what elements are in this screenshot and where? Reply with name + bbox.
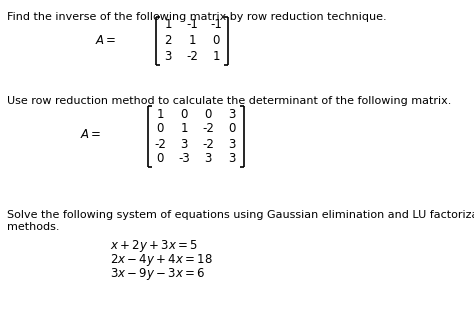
- Text: -2: -2: [202, 137, 214, 151]
- Text: 1: 1: [212, 51, 220, 64]
- Text: 0: 0: [204, 108, 212, 121]
- Text: 3: 3: [228, 137, 236, 151]
- Text: 3: 3: [164, 51, 172, 64]
- Text: $x + 2y + 3x = 5$: $x + 2y + 3x = 5$: [110, 238, 198, 254]
- Text: 1: 1: [180, 122, 188, 135]
- Text: 3: 3: [204, 153, 212, 166]
- Text: 2: 2: [164, 34, 172, 48]
- Text: 0: 0: [156, 153, 164, 166]
- Text: $A =$: $A =$: [80, 129, 101, 142]
- Text: 3: 3: [228, 153, 236, 166]
- Text: $2x - 4y + 4x = 18$: $2x - 4y + 4x = 18$: [110, 252, 213, 268]
- Text: Solve the following system of equations using Gaussian elimination and LU factor: Solve the following system of equations …: [7, 210, 474, 220]
- Text: $A =$: $A =$: [95, 34, 117, 48]
- Text: 3: 3: [228, 108, 236, 121]
- Text: -1: -1: [186, 18, 198, 31]
- Text: -2: -2: [186, 51, 198, 64]
- Text: -3: -3: [178, 153, 190, 166]
- Text: 0: 0: [212, 34, 219, 48]
- Text: methods.: methods.: [7, 222, 60, 232]
- Text: Use row reduction method to calculate the determinant of the following matrix.: Use row reduction method to calculate th…: [7, 96, 451, 106]
- Text: 0: 0: [156, 122, 164, 135]
- Text: -2: -2: [202, 122, 214, 135]
- Text: 0: 0: [228, 122, 236, 135]
- Text: Find the inverse of the following matrix by row reduction technique.: Find the inverse of the following matrix…: [7, 12, 387, 22]
- Text: $3x - 9y - 3x = 6$: $3x - 9y - 3x = 6$: [110, 266, 205, 282]
- Text: 3: 3: [180, 137, 188, 151]
- Text: 1: 1: [164, 18, 172, 31]
- Text: -1: -1: [210, 18, 222, 31]
- Text: 0: 0: [180, 108, 188, 121]
- Text: 1: 1: [156, 108, 164, 121]
- Text: -2: -2: [154, 137, 166, 151]
- Text: 1: 1: [188, 34, 196, 48]
